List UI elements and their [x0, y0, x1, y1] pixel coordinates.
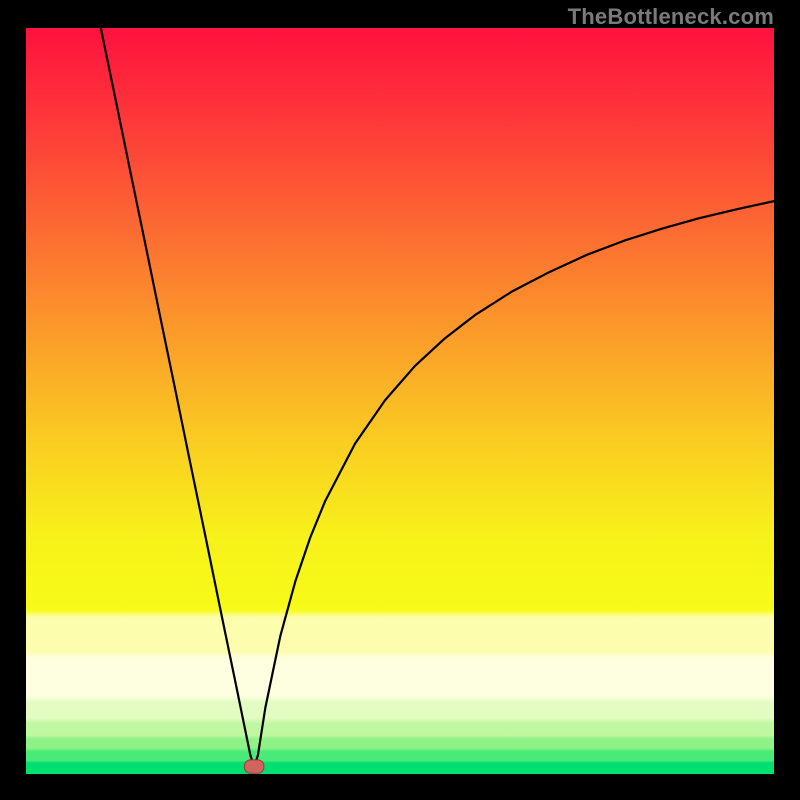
chart-svg [26, 28, 774, 774]
minimum-marker [244, 760, 263, 773]
chart-frame: TheBottleneck.com [0, 0, 800, 800]
gradient-background [26, 28, 774, 774]
plot-area [26, 28, 774, 774]
watermark-text: TheBottleneck.com [568, 4, 774, 30]
